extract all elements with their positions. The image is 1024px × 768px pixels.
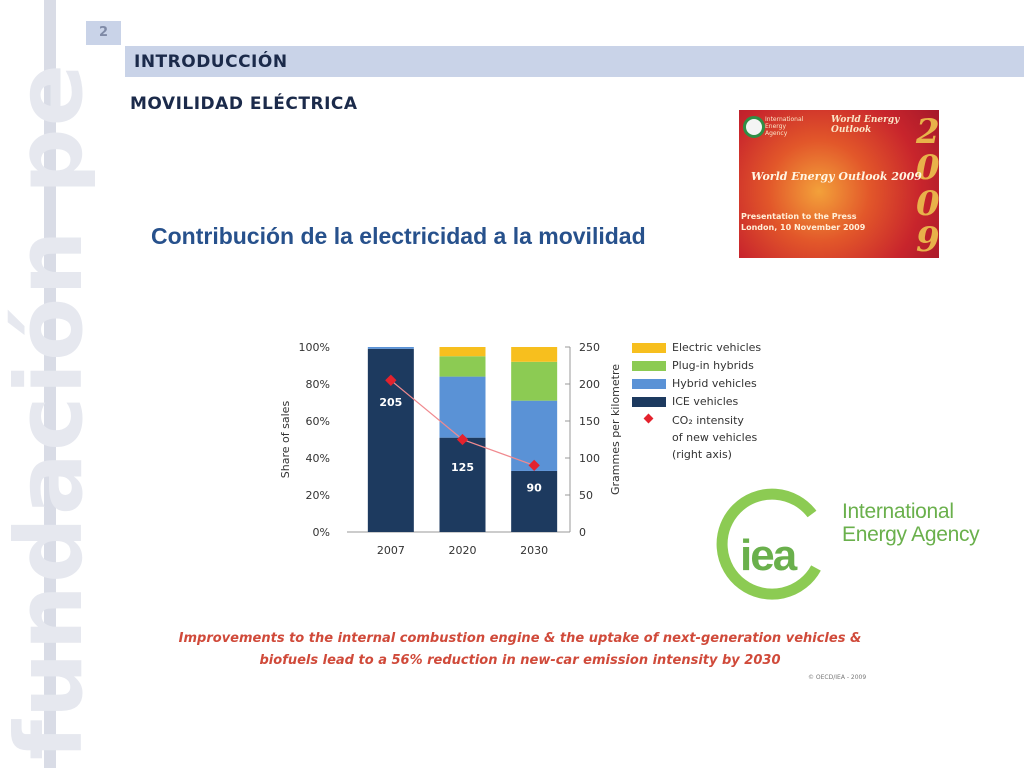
side-stripe (44, 0, 56, 768)
chart-svg: 0% 20% 40% 60% 80% 100% 0 50 100 150 200 250 Share o… (279, 341, 622, 557)
legend-label: Electric vehicles (672, 341, 762, 354)
weo-presentation-line: Presentation to the Press (741, 212, 857, 221)
header-bar: INTRODUCCIÓN (125, 46, 1024, 77)
y-tick-label: 100% (299, 341, 330, 354)
legend-item-co2: CO₂ intensity of new vehicles (right axi… (632, 412, 761, 463)
x-tick-label: 2007 (377, 544, 405, 557)
y2-tick-label: 0 (579, 526, 586, 539)
bar-segment (439, 376, 486, 438)
legend-item-hybrid: Hybrid vehicles (632, 376, 761, 394)
legend-swatch-electric (632, 343, 666, 353)
weo-year-digit: 2 (916, 112, 939, 152)
y-tick-label: 40% (306, 452, 330, 465)
copyright: © OECD/IEA - 2009 (808, 674, 867, 681)
y-tick-label: 20% (306, 489, 330, 502)
legend-swatch-hybrid (632, 379, 666, 389)
legend-label: ICE vehicles (672, 395, 739, 408)
legend-item-plugin: Plug-in hybrids (632, 358, 761, 376)
weo-name: World Energy Outlook 2009 (751, 170, 922, 183)
y2-tick-label: 100 (579, 452, 600, 465)
y2-tick-label: 200 (579, 378, 600, 391)
section-title: INTRODUCCIÓN (134, 52, 288, 72)
slide-title: Contribución de la electricidad a la mov… (151, 223, 646, 249)
weo-presentation: Presentation to the Press London, 10 Nov… (741, 211, 871, 233)
bar-segment (367, 347, 414, 349)
side-watermark: fundación pe (0, 0, 95, 768)
legend-label: Plug-in hybrids (672, 359, 754, 372)
weo-top-label: World Energy Outlook (831, 115, 900, 135)
iea-name-line: Energy Agency (842, 523, 980, 546)
legend-label-co2: CO₂ intensity of new vehicles (right axi… (672, 412, 757, 463)
bar-segment (511, 361, 558, 401)
bar-segment (511, 347, 558, 362)
weo-year-digit: 9 (916, 220, 939, 258)
bar-segment (439, 437, 486, 532)
weo-logo-text: International Energy Agency (765, 116, 804, 137)
bar-segment (439, 347, 486, 357)
caption-line: biofuels lead to a 56% reduction in new-… (259, 653, 781, 668)
weo-cover-image: International Energy Agency World Energy… (739, 110, 939, 258)
y2-tick-label: 50 (579, 489, 593, 502)
y2-tick-label: 150 (579, 415, 600, 428)
iea-mini-logo-icon (743, 116, 765, 138)
co2-value-label: 125 (451, 461, 474, 474)
y-tick-label: 0% (313, 526, 330, 539)
legend-co2-line: (right axis) (672, 448, 732, 461)
legend-label: Hybrid vehicles (672, 377, 757, 390)
y2-tick-label: 250 (579, 341, 600, 354)
weo-place-date: London, 10 November 2009 (741, 223, 866, 232)
legend-swatch-ice (632, 397, 666, 407)
x-tick-label: 2020 (449, 544, 477, 557)
watermark-text: fundación pe (0, 61, 95, 760)
legend-co2-line: of new vehicles (672, 431, 758, 444)
y-tick-label: 60% (306, 415, 330, 428)
iea-name: International Energy Agency (842, 500, 980, 546)
caption-line: Improvements to the internal combustion … (178, 631, 862, 646)
x-tick-label: 2030 (520, 544, 548, 557)
legend-swatch-plugin (632, 361, 666, 371)
iea-logo-mark: iea (740, 531, 798, 580)
weo-year-digit: 0 (916, 184, 939, 224)
sales-share-chart: 0% 20% 40% 60% 80% 100% 0 50 100 150 200 250 Share o… (275, 330, 765, 570)
bar-segment (439, 356, 486, 377)
iea-logo-arc (716, 488, 821, 600)
chart-legend: Electric vehicles Plug-in hybrids Hybrid… (632, 340, 761, 463)
y-tick-label: 80% (306, 378, 330, 391)
legend-item-ice: ICE vehicles (632, 394, 761, 412)
diamond-icon (643, 413, 654, 424)
page-number: 2 (86, 21, 121, 45)
weo-year-digits: 2 0 0 9 (916, 112, 939, 258)
iea-name-line: International (842, 500, 954, 523)
y-axis-title: Share of sales (279, 401, 292, 479)
weo-year-digit: 0 (916, 148, 939, 188)
legend-item-electric: Electric vehicles (632, 340, 761, 358)
y2-axis-title: Grammes per kilometre (609, 364, 622, 495)
iea-logo-icon: iea (716, 488, 821, 600)
co2-value-label: 90 (527, 481, 543, 494)
legend-marker-co2 (632, 412, 666, 424)
subsection-title: MOVILIDAD ELÉCTRICA (130, 94, 358, 114)
legend-co2-line: CO₂ intensity (672, 414, 744, 427)
caption: Improvements to the internal combustion … (150, 628, 890, 672)
co2-value-label: 205 (379, 396, 402, 409)
bar-segment (511, 470, 558, 532)
